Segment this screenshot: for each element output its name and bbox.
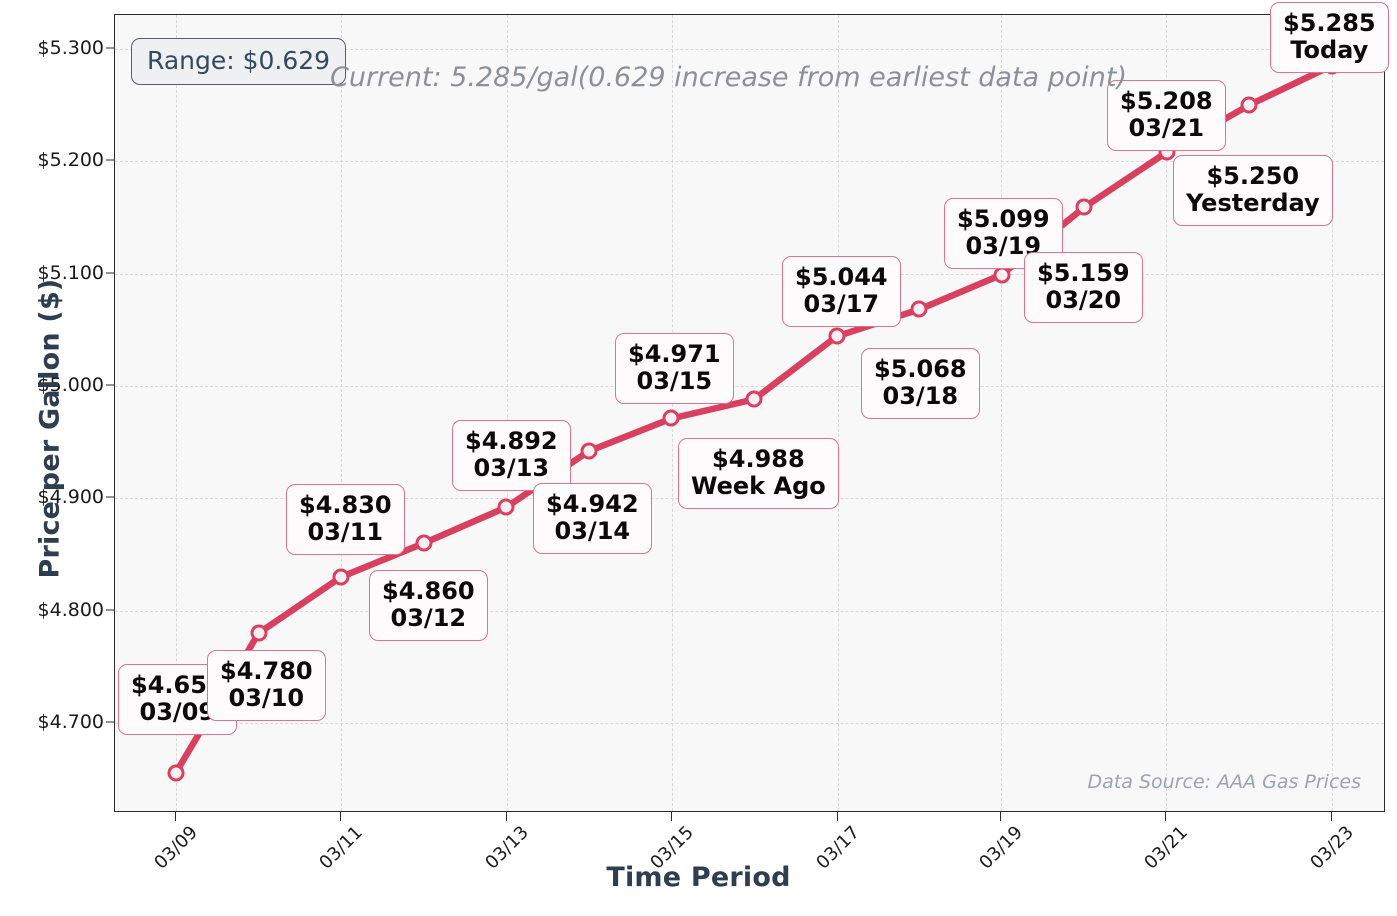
callout-date: 03/14 [554,516,631,545]
y-axis-tick-label: $5.200 [37,149,104,172]
data-point-marker[interactable] [1075,198,1093,216]
x-axis-tick-mark [340,812,341,821]
callout-date: Yesterday [1186,188,1320,217]
callout-value: $5.208 [1120,87,1213,115]
current-price-subtitle: Current: 5.285/gal(0.629 increase from e… [330,62,1128,93]
data-point-marker[interactable] [497,498,515,516]
y-axis-tick-label: $4.900 [37,486,104,509]
gridline-vertical [838,15,839,811]
data-label-callout: $5.285 Today [1270,2,1389,73]
x-axis-tick-mark [1331,812,1332,821]
data-label-callout: $4.942 03/14 [533,483,652,554]
y-axis-tick-label: $5.100 [37,261,104,284]
data-label-callout: $4.988 Week Ago [678,438,839,509]
data-label-callout: $5.044 03/17 [782,256,901,327]
data-label-callout: $4.892 03/13 [452,420,571,491]
data-point-marker[interactable] [745,390,763,408]
callout-date: 03/10 [228,683,305,712]
callout-value: $5.068 [874,355,967,383]
callout-value: $5.285 [1283,9,1376,37]
callout-date: 03/13 [473,453,550,482]
data-label-callout: $4.971 03/15 [615,333,734,404]
y-axis-tick-mark [106,272,114,273]
callout-value: $5.099 [957,205,1050,233]
data-label-callout: $4.780 03/10 [207,650,326,721]
gridline-vertical [507,15,508,811]
x-axis-tick-mark [1165,812,1166,821]
x-axis-title: Time Period [606,862,791,893]
callout-date: Today [1290,35,1369,64]
callout-date: 03/21 [1128,113,1205,142]
y-axis-tick-mark [106,159,114,161]
gridline-vertical [1166,15,1167,811]
y-axis-tick-label: $5.000 [37,373,104,396]
callout-value: $5.044 [795,263,888,291]
data-label-callout: $4.860 03/12 [369,570,488,641]
x-axis-tick-mark [506,812,507,821]
data-label-callout: $5.068 03/18 [861,348,980,419]
callout-date: 03/18 [882,381,959,410]
gridline-horizontal [115,385,1384,387]
y-axis-tick-mark [106,721,114,723]
callout-date: 03/20 [1045,285,1122,314]
data-point-marker[interactable] [332,568,350,586]
callout-value: $4.971 [628,340,721,368]
x-axis-tick-mark [1000,812,1001,821]
callout-value: $5.250 [1206,162,1300,190]
data-point-marker[interactable] [580,442,598,460]
callout-value: $4.780 [220,657,313,685]
gridline-vertical [1001,15,1002,811]
range-badge: Range: $0.629 [131,38,347,85]
y-axis-tick-mark [106,384,114,386]
gridline-horizontal [115,161,1384,163]
callout-value: $4.830 [299,491,392,519]
data-point-marker[interactable] [167,764,185,782]
data-point-marker[interactable] [828,327,846,345]
y-axis-tick-mark [106,609,114,611]
data-point-marker[interactable] [910,300,928,318]
callout-date: 03/09 [139,697,216,726]
callout-date: 03/12 [390,603,467,632]
callout-date: Week Ago [691,471,826,500]
gridline-horizontal [115,273,1384,275]
gridline-horizontal [115,48,1384,50]
callout-date: 03/17 [803,289,880,318]
callout-value: $4.892 [465,427,558,455]
data-source-note: Data Source: AAA Gas Prices [1087,771,1361,793]
gridline-vertical [1332,15,1333,811]
callout-date: 03/11 [307,517,384,546]
gridline-horizontal [115,723,1384,725]
gridline-horizontal [115,610,1384,612]
y-axis-tick-label: $4.700 [37,711,104,734]
callout-value: $4.860 [382,577,475,605]
data-point-marker[interactable] [250,624,268,642]
y-axis-tick-mark [106,496,114,498]
callout-date: 03/15 [636,366,713,395]
gridline-vertical [341,15,342,811]
x-axis-tick-mark [175,812,176,821]
data-label-callout: $5.159 03/20 [1024,252,1143,323]
data-point-marker[interactable] [415,534,433,552]
callout-value: $4.988 [712,445,805,473]
x-axis-tick-mark [671,812,672,821]
data-label-callout: $4.830 03/11 [286,484,405,555]
x-axis-tick-mark [837,812,838,821]
data-label-callout: $5.250 Yesterday [1173,155,1333,226]
y-axis-tick-label: $5.300 [37,36,104,59]
callout-value: $4.942 [546,490,639,518]
y-axis-tick-label: $4.800 [37,598,104,621]
data-label-callout: $5.208 03/21 [1107,80,1226,151]
y-axis-tick-mark [106,47,114,49]
y-axis-title: Price per Gallon ($) [34,278,66,579]
gridline-vertical [176,15,177,811]
callout-value: $5.159 [1037,259,1130,287]
data-point-marker[interactable] [1240,96,1258,114]
data-point-marker[interactable] [662,409,680,427]
